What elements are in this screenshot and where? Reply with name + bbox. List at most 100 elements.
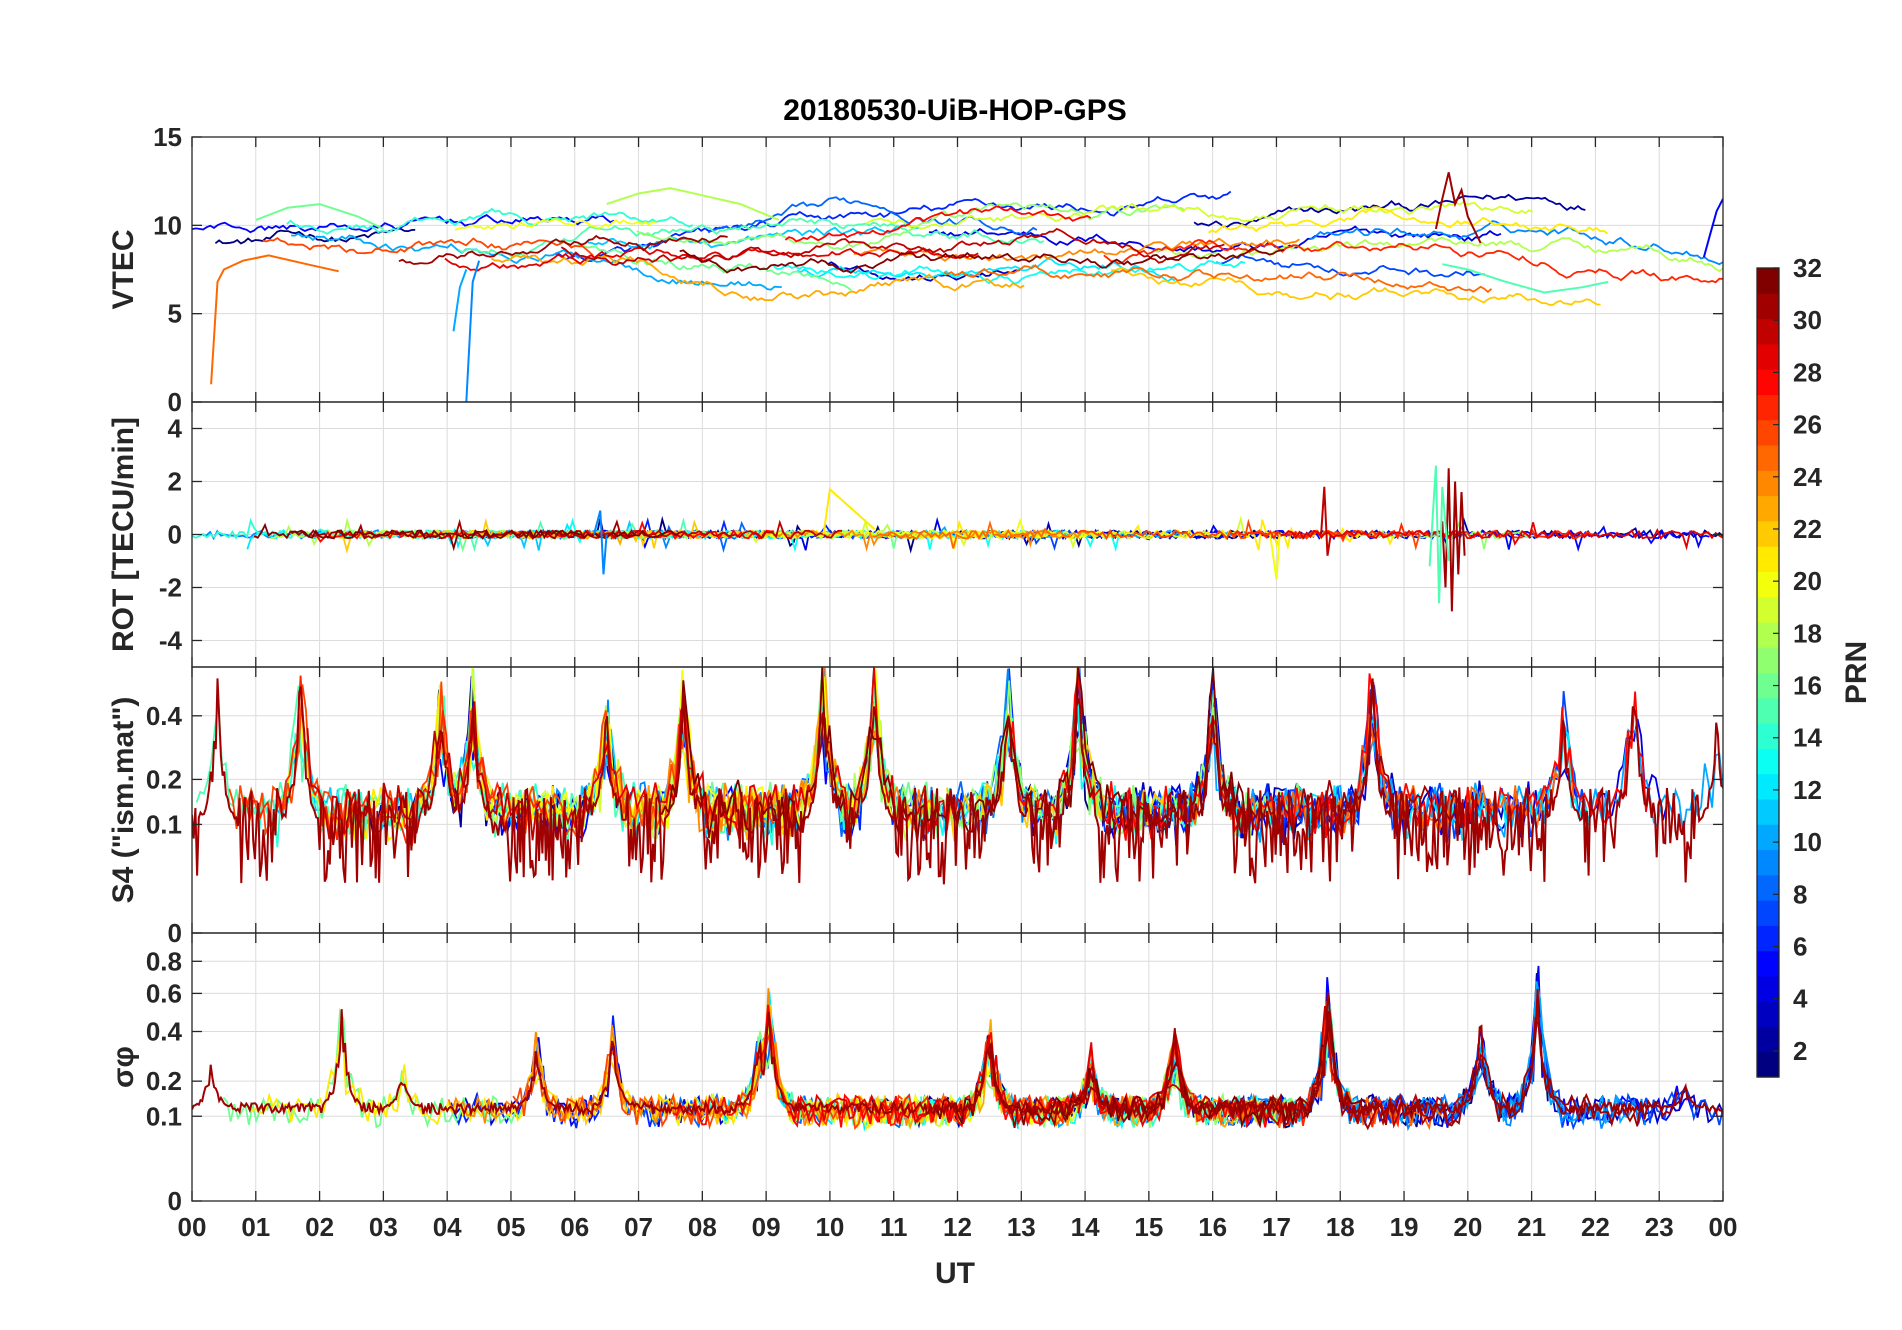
x-tick-label: 16 xyxy=(1198,1212,1227,1242)
x-tick-label: 04 xyxy=(433,1212,462,1242)
colorbar-band xyxy=(1757,1026,1779,1053)
rot-ytick-label: 0 xyxy=(168,520,182,550)
vtec-series-prn-25 xyxy=(943,264,1493,294)
rot-series-prn-17 xyxy=(1328,521,1539,550)
vtec-feature-prn-25 xyxy=(210,254,339,385)
sigphi-ytick-label: 0.4 xyxy=(146,1017,183,1047)
vtec-feature-prn-15 xyxy=(1442,263,1609,294)
rot-feature-prn-9 xyxy=(592,510,608,575)
rot-series-prn-29 xyxy=(1277,522,1723,551)
vtec-series-prn-28 xyxy=(784,205,1092,243)
rot-ytick-label: 2 xyxy=(168,467,182,497)
sigphi-gridlines xyxy=(191,933,1724,1202)
sigphi-ytick-label: 0.2 xyxy=(146,1066,182,1096)
x-tick-label: 09 xyxy=(752,1212,781,1242)
vtec-series-prn-21 xyxy=(1208,206,1609,235)
colorbar-tick-label: 8 xyxy=(1793,879,1807,909)
colorbar-band xyxy=(1757,444,1779,471)
x-tick-label: 03 xyxy=(369,1212,398,1242)
colorbar-band xyxy=(1757,495,1779,522)
x-tick-label: 10 xyxy=(815,1212,844,1242)
colorbar-band xyxy=(1757,596,1779,623)
vtec-feature-prn-18 xyxy=(606,187,780,221)
panels-group: 0 5 10 15 VTEC -4 -2 0 2 4 ROT [TECU/min] 0 0.1 0.2 0.… xyxy=(107,122,1724,1216)
colorbar-band xyxy=(1757,369,1779,396)
colorbar-band xyxy=(1757,520,1779,547)
rot-ytick-label: -4 xyxy=(159,626,183,656)
sigphi-ytick-label: 0.8 xyxy=(146,946,182,976)
colorbar-band xyxy=(1757,697,1779,724)
x-tick-label: 14 xyxy=(1071,1212,1100,1242)
x-tick-label: 21 xyxy=(1517,1212,1546,1242)
sigphi-series xyxy=(192,965,1723,1132)
colorbar-band xyxy=(1757,672,1779,699)
vtec-series-prn-23 xyxy=(490,254,1025,302)
colorbar-tick-label: 28 xyxy=(1793,357,1822,387)
colorbar-tick-label: 22 xyxy=(1793,514,1822,544)
rot-ytick-label: 4 xyxy=(168,414,183,444)
colorbar-tick-label: 20 xyxy=(1793,566,1822,596)
vtec-feature-prn-16 xyxy=(255,203,384,230)
rot-feature-prn-21 xyxy=(822,487,876,535)
vtec-feature-prn-31 xyxy=(1434,172,1482,244)
s4-series-prn-27 xyxy=(245,675,550,844)
s4-ytick-label: 0.2 xyxy=(146,764,182,794)
vtec-series-prn-22 xyxy=(1111,266,1601,306)
colorbar-band xyxy=(1757,318,1779,345)
vtec-feature-prn-10 xyxy=(452,269,468,332)
vtec-series xyxy=(192,172,1723,402)
panel-sigphi: 0 0.1 0.2 0.4 0.60.8 σφ xyxy=(107,932,1724,1216)
s4-series-prn-31 xyxy=(1222,682,1463,838)
colorbar-label: PRN xyxy=(1840,641,1873,704)
s4-ytick-label: 0.1 xyxy=(146,809,182,839)
colorbar-tick-label: 14 xyxy=(1793,723,1822,753)
vtec-feature-prn-5 xyxy=(1702,198,1723,258)
colorbar-band xyxy=(1757,925,1779,952)
panel-s4: 0 0.1 0.2 0.4S4 ("ism.mat") xyxy=(107,666,1724,948)
colorbar-band xyxy=(1757,748,1779,775)
s4-ytick-label: 0.4 xyxy=(146,701,183,731)
vtec-ytick-label: 10 xyxy=(153,210,182,240)
colorbar-band xyxy=(1757,647,1779,674)
vtec-series-prn-19 xyxy=(865,200,1534,230)
colorbar-band xyxy=(1757,419,1779,446)
vtec-series-prn-27 xyxy=(1103,238,1723,284)
x-tick-label: 19 xyxy=(1390,1212,1419,1242)
colorbar-tick-label: 6 xyxy=(1793,932,1807,962)
rot-feature-prn-31 xyxy=(1441,468,1466,612)
vtec-series-prn-13 xyxy=(773,260,1246,285)
colorbar-tick-label: 32 xyxy=(1793,253,1822,283)
rot-series-prn-26 xyxy=(1076,518,1421,551)
vtec-ylabel: VTEC xyxy=(107,229,140,309)
x-tick-label: 22 xyxy=(1581,1212,1610,1242)
x-tick-label: 05 xyxy=(496,1212,525,1242)
vtec-feature-prn-9 xyxy=(465,260,481,402)
colorbar-band xyxy=(1757,874,1779,901)
rot-feature-prn-30 xyxy=(1320,486,1332,556)
rot-ylabel: ROT [TECU/min] xyxy=(107,417,140,652)
x-tick-label: 01 xyxy=(241,1212,270,1242)
vtec-series-prn-3 xyxy=(827,261,1023,282)
x-tick-label: 00 xyxy=(1709,1212,1738,1242)
sigphi-series-prn-16 xyxy=(222,1007,538,1129)
colorbar-tick-label: 24 xyxy=(1793,462,1822,492)
s4-series xyxy=(192,667,1723,885)
colorbar-band xyxy=(1757,546,1779,572)
vtec-series-prn-29 xyxy=(444,247,979,272)
x-tick-label: 00 xyxy=(178,1212,207,1242)
colorbar-frame xyxy=(1756,267,1780,1078)
x-tick-label: 20 xyxy=(1453,1212,1482,1242)
colorbar-band xyxy=(1757,293,1779,320)
x-tick-label: 13 xyxy=(1007,1212,1036,1242)
rot-series-prn-32 xyxy=(253,522,683,552)
vtec-series-prn-30 xyxy=(560,227,1225,266)
vtec-series-prn-14 xyxy=(286,207,694,235)
x-tick-label: 12 xyxy=(943,1212,972,1242)
colorbar-band xyxy=(1757,394,1779,421)
x-tick-label: 18 xyxy=(1326,1212,1355,1242)
colorbar-tick-label: 30 xyxy=(1793,305,1822,335)
colorbar-tick-label: 12 xyxy=(1793,775,1822,805)
sigphi-ylabel: σφ xyxy=(107,1046,140,1088)
x-tick-label: 07 xyxy=(624,1212,653,1242)
